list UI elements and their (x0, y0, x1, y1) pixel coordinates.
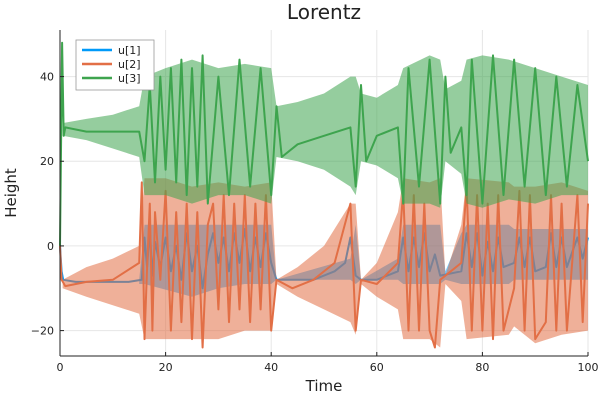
legend-label: u[1] (118, 44, 141, 57)
series-3-line (59, 41, 589, 246)
x-tick-label: 100 (578, 361, 599, 374)
x-tick-label: 20 (159, 361, 173, 374)
legend: u[1]u[2]u[3] (75, 39, 155, 91)
series-layer (59, 41, 589, 349)
y-tick-label: 40 (40, 71, 54, 84)
chart-title: Lorentz (287, 0, 361, 24)
ticks: 0 20 40 60 80 100 −20 0 20 40 (31, 71, 599, 374)
x-tick-label: 0 (57, 361, 64, 374)
y-axis-title: Height (2, 168, 20, 218)
y-tick-label: 20 (40, 155, 54, 168)
x-tick-label: 60 (370, 361, 384, 374)
legend-label: u[2] (118, 58, 141, 71)
axes (59, 30, 588, 357)
legend-label: u[3] (118, 72, 141, 85)
y-tick-label: 0 (47, 240, 54, 253)
x-tick-label: 80 (475, 361, 489, 374)
x-axis-title: Time (305, 377, 343, 395)
y-tick-label: −20 (31, 325, 54, 338)
series-2-line (59, 181, 589, 349)
x-tick-label: 40 (264, 361, 278, 374)
